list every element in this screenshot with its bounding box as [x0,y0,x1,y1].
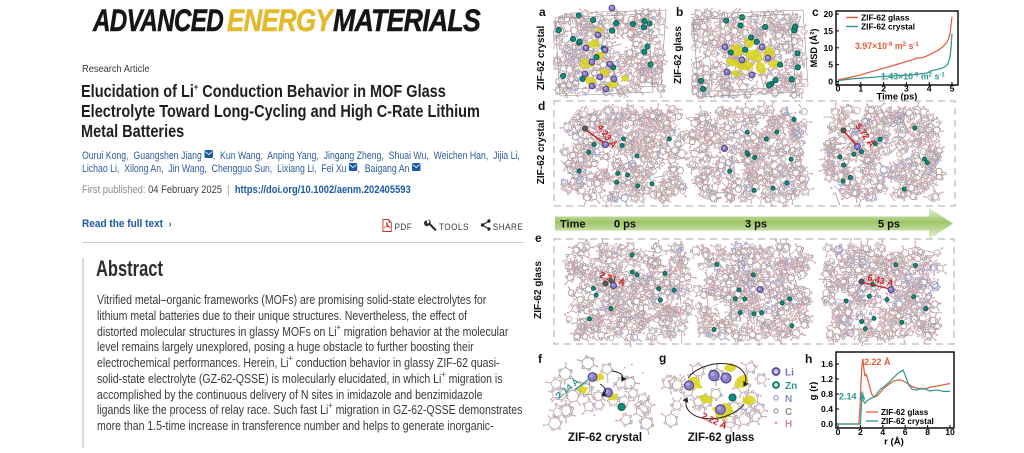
svg-text:ZIF-62 glass: ZIF-62 glass [881,408,929,417]
svg-text:1: 1 [858,84,863,94]
svg-text:0: 0 [836,84,841,94]
svg-text:ZIF-62 glass: ZIF-62 glass [688,432,754,444]
svg-text:3 ps: 3 ps [745,219,767,231]
svg-text:6: 6 [903,427,908,437]
svg-text:ZIF-62 crystal: ZIF-62 crystal [536,26,547,91]
svg-text:0.4: 0.4 [821,404,833,414]
svg-text:MSD (Å²): MSD (Å²) [809,29,819,68]
svg-text:5: 5 [950,84,955,94]
svg-text:f: f [538,352,543,366]
svg-text:a: a [539,5,546,19]
svg-text:0: 0 [828,77,833,87]
svg-text:ZIF-62 glass: ZIF-62 glass [533,261,544,319]
svg-text:0: 0 [836,427,841,437]
svg-text:b: b [676,5,683,19]
svg-text:0 ps: 0 ps [614,219,636,231]
svg-text:ZIF-62 crystal: ZIF-62 crystal [861,22,915,32]
svg-text:ZIF-62 glass: ZIF-62 glass [673,26,684,84]
svg-text:0.8: 0.8 [821,389,833,399]
svg-text:h: h [805,352,812,366]
svg-text:Zn: Zn [785,381,797,392]
svg-text:d: d [538,99,545,113]
svg-text:20: 20 [823,9,833,19]
svg-text:10: 10 [945,427,955,437]
svg-text:ZIF-62 crystal: ZIF-62 crystal [568,432,642,444]
svg-text:r (Å): r (Å) [884,437,904,448]
svg-text:C: C [785,407,792,418]
svg-text:10: 10 [823,43,833,53]
svg-text:Time (ps): Time (ps) [877,92,918,102]
svg-text:2: 2 [858,427,863,437]
svg-text:2.22 Å: 2.22 Å [864,357,891,367]
svg-text:1.2: 1.2 [821,374,833,384]
svg-text:5: 5 [828,60,833,70]
svg-text:1.43×10-9 m2 s-1: 1.43×10-9 m2 s-1 [881,72,945,82]
svg-text:5 ps: 5 ps [878,219,900,231]
svg-text:2.14 Å: 2.14 Å [839,392,866,402]
svg-text:ZIF-62 crystal: ZIF-62 crystal [881,417,934,426]
svg-text:1.6: 1.6 [821,359,833,369]
svg-text:H: H [785,419,792,430]
svg-text:e: e [535,231,542,245]
svg-text:c: c [812,5,819,19]
svg-text:Li: Li [785,368,794,379]
svg-text:4: 4 [880,427,885,437]
svg-text:0.0: 0.0 [821,419,833,429]
svg-text:3.97×10-9 m2 s-1: 3.97×10-9 m2 s-1 [855,41,919,51]
svg-text:8: 8 [925,427,930,437]
svg-text:Time: Time [560,219,585,231]
svg-text:g (r): g (r) [808,382,819,401]
svg-text:ZIF-62 crystal: ZIF-62 crystal [536,120,547,185]
svg-text:4: 4 [927,84,932,94]
svg-text:N: N [785,394,792,405]
svg-text:15: 15 [823,26,833,36]
svg-text:g: g [659,351,666,365]
